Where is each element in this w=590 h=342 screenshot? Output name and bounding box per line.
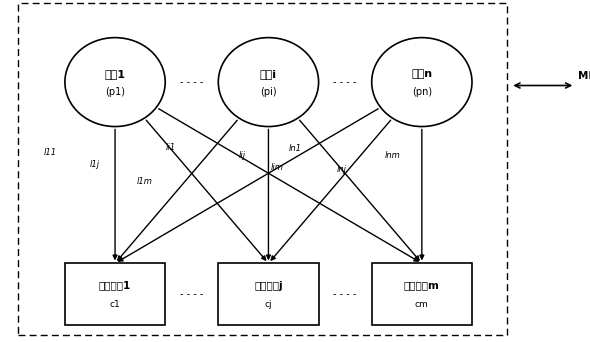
Text: l1j: l1j bbox=[89, 160, 100, 169]
Bar bbox=[372, 263, 472, 325]
Text: (pn): (pn) bbox=[412, 87, 432, 97]
Text: cj: cj bbox=[265, 300, 272, 309]
Text: lnj: lnj bbox=[337, 165, 347, 174]
Text: (pi): (pi) bbox=[260, 87, 277, 97]
Text: 任务1: 任务1 bbox=[104, 68, 126, 79]
Text: 任务i: 任务i bbox=[260, 68, 277, 79]
Text: 网络接口m: 网络接口m bbox=[404, 280, 440, 291]
Text: l11: l11 bbox=[44, 148, 57, 157]
Text: c1: c1 bbox=[110, 300, 120, 309]
Text: 网络接口j: 网络接口j bbox=[254, 280, 283, 291]
Text: (p1): (p1) bbox=[105, 87, 125, 97]
Text: 任务n: 任务n bbox=[411, 68, 432, 79]
Text: lnm: lnm bbox=[385, 151, 400, 160]
Text: ln1: ln1 bbox=[289, 144, 301, 153]
Text: MPTCP子路径:: MPTCP子路径: bbox=[578, 70, 590, 80]
Bar bbox=[65, 263, 165, 325]
Text: lim: lim bbox=[271, 163, 284, 172]
Text: - - - -: - - - - bbox=[180, 289, 204, 299]
Ellipse shape bbox=[372, 38, 472, 127]
Text: lij: lij bbox=[238, 151, 245, 160]
Text: li1: li1 bbox=[166, 143, 176, 152]
Bar bbox=[18, 3, 507, 335]
Ellipse shape bbox=[218, 38, 319, 127]
Text: cm: cm bbox=[415, 300, 429, 309]
Text: - - - -: - - - - bbox=[180, 77, 204, 87]
Text: l1m: l1m bbox=[137, 177, 152, 186]
Ellipse shape bbox=[65, 38, 165, 127]
Text: - - - -: - - - - bbox=[333, 77, 357, 87]
Text: - - - -: - - - - bbox=[333, 289, 357, 299]
Text: 网络接口1: 网络接口1 bbox=[99, 280, 131, 291]
Bar bbox=[218, 263, 319, 325]
